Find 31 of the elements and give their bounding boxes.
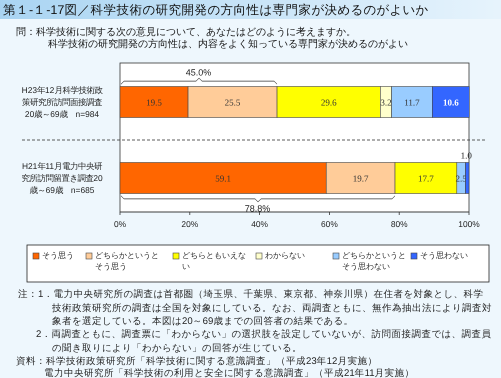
data-label: 17.7 (418, 174, 434, 184)
text: 科学技術の研究開発の方向性は、内容をよく知っている専門家が決めるのがよい (48, 38, 408, 51)
annotation: 45.0% (186, 68, 212, 78)
data-label: 25.5 (224, 98, 241, 108)
data-label: 29.6 (320, 98, 338, 108)
text: 電力中央研究所「科学技術の利用と安全に関する意識調査」（平成21年11月実施） (44, 367, 416, 378)
x-tick-label: 100% (458, 219, 480, 229)
legend-label: どちらかというとそう思う (95, 250, 160, 272)
text: 2．両調査ともに、調査票に「わからない」の選択肢を設定していないが、訪問面接調査では、調査員の聞き取りにより「わからない」の回答が生じている。 (36, 328, 492, 355)
data-label: 19.7 (352, 174, 370, 184)
x-tick-label: 60% (321, 219, 338, 229)
legend-label: そう思う (42, 251, 74, 260)
data-label: 19.5 (146, 98, 162, 108)
chart-subtitle: 問：科学技術に関する次の意見について、あなたはどのように考えますか。 (16, 26, 356, 38)
legend-label: そう思わない (420, 250, 469, 261)
x-tick-label: 0% (114, 219, 127, 229)
x-tick-label: 80% (390, 219, 408, 229)
data-label: 11.7 (404, 98, 420, 108)
y-tick-label: H23年12月科学技術政策研究所訪問面接調査20歳～69歳 n=984 (20, 84, 104, 121)
annotation: 78.8% (244, 204, 270, 214)
legend-label: どちらともいえない (182, 250, 247, 272)
legend-label: どちらかというとそう思わない (342, 250, 407, 272)
data-label: 59.1 (215, 174, 232, 184)
chart-title: 第１-１-17図／科学技術の研究開発の方向性は専門家が決めるのがよいか (3, 2, 428, 19)
x-tick-label: 20% (181, 219, 199, 229)
text: 注：1．電力中央研究所の調査は首都圏（埼玉県、千葉県、東京都、神奈川県）在住者を対象とし、科学技術政策研究所の調査は全国を対象にしている。なお、両調査ともに、無作為抽出法により調査対象者を選定している。本図は20～69歳までの回答者の結果である。 (18, 288, 492, 328)
x-tick-label: 40% (251, 219, 269, 229)
legend-label: わからない (265, 250, 306, 261)
text: 資料：科学技術政策研究所「科学技術に関する意識調査」（平成23年12月実施） (16, 355, 378, 368)
data-label: 10.6 (442, 98, 460, 108)
y-tick-label: H21年11月電力中央研究所訪問留置き調査20歳～69歳 n=685 (20, 160, 104, 197)
